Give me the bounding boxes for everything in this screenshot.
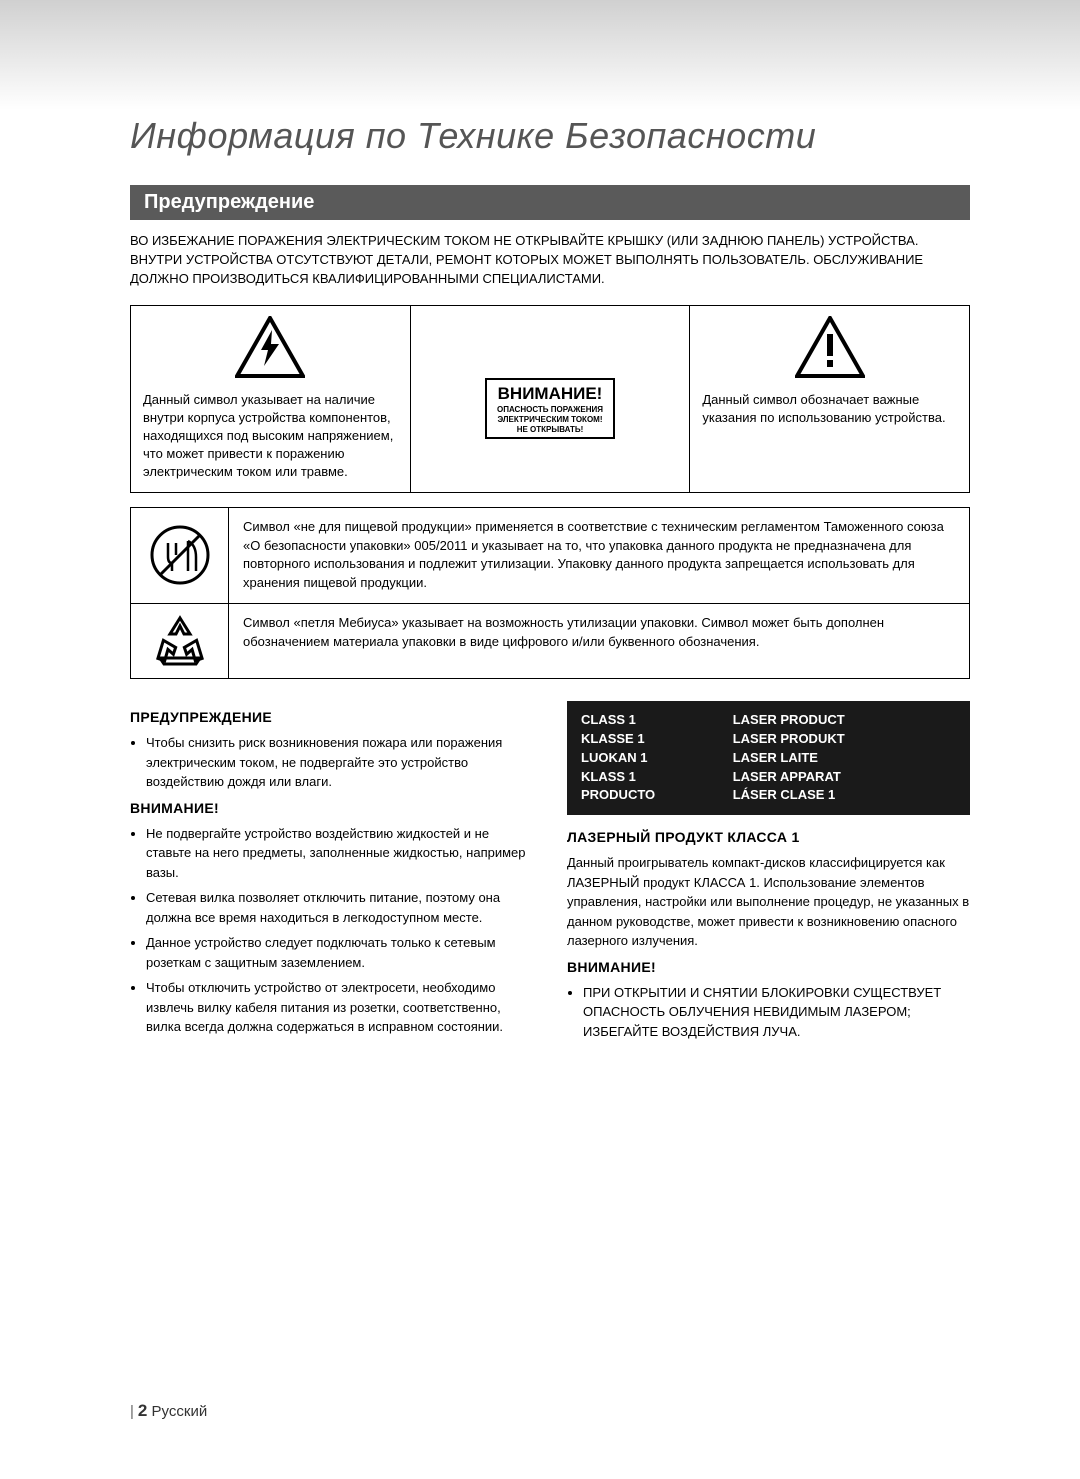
list-item: Чтобы отключить устройство от электросет… [146,978,533,1037]
list-item: Чтобы снизить риск возникновения пожара … [146,733,533,792]
warning-list: Чтобы снизить риск возникновения пожара … [130,733,533,792]
symbol-nofood-text: Символ «не для пищевой продукции» примен… [229,508,969,603]
attention-list-right: ПРИ ОТКРЫТИИ И СНЯТИИ БЛОКИРОВКИ СУЩЕСТВ… [567,983,970,1042]
recycle-icon [131,604,229,678]
right-column: CLASS 1LASER PRODUCT KLASSE 1LASER PRODU… [567,701,970,1047]
lightning-triangle-icon [143,316,398,383]
list-item: Не подвергайте устройство воздействию жи… [146,824,533,883]
symbol-row-nofood: Символ «не для пищевой продукции» примен… [130,507,970,604]
warning-info-text: Данный символ обозначает важные указания… [702,391,957,427]
page-title: Информация по Технике Безопасности [130,115,970,157]
list-item: Сетевая вилка позволяет отключить питани… [146,888,533,927]
warning-table: Данный символ указывает на наличие внутр… [130,305,970,493]
left-column: ПРЕДУПРЕЖДЕНИЕ Чтобы снизить риск возник… [130,701,533,1047]
attention-box: ВНИМАНИЕ! ОПАСНОСТЬ ПОРАЖЕНИЯ ЭЛЕКТРИЧЕС… [485,378,615,440]
subhead-attention-right: ВНИМАНИЕ! [567,959,970,975]
warning-cell-info: Данный символ обозначает важные указания… [689,306,969,492]
symbol-recycle-text: Символ «петля Мебиуса» указывает на возм… [229,604,969,678]
subhead-laser: ЛАЗЕРНЫЙ ПРОДУКТ КЛАССА 1 [567,829,970,845]
no-food-icon [131,508,229,603]
footer-lang: Русский [152,1403,208,1420]
subhead-attention-left: ВНИМАНИЕ! [130,800,533,816]
subhead-warning: ПРЕДУПРЕЖДЕНИЕ [130,709,533,725]
list-item: ПРИ ОТКРЫТИИ И СНЯТИИ БЛОКИРОВКИ СУЩЕСТВ… [583,983,970,1042]
attention-subtext: ОПАСНОСТЬ ПОРАЖЕНИЯ ЭЛЕКТРИЧЕСКИМ ТОКОМ!… [497,405,603,435]
warning-cell-shock: Данный символ указывает на наличие внутр… [131,306,410,492]
laser-class-box: CLASS 1LASER PRODUCT KLASSE 1LASER PRODU… [567,701,970,815]
page-footer: |2 Русский [130,1401,207,1421]
page-number: 2 [138,1401,147,1420]
symbol-row-recycle: Символ «петля Мебиуса» указывает на возм… [130,604,970,679]
warning-shock-text: Данный символ указывает на наличие внутр… [143,391,398,482]
intro-text: ВО ИЗБЕЖАНИЕ ПОРАЖЕНИЯ ЭЛЕКТРИЧЕСКИМ ТОК… [130,232,970,289]
section-heading: Предупреждение [130,185,970,220]
laser-body-text: Данный проигрыватель компакт-дисков клас… [567,853,970,951]
exclamation-triangle-icon [702,316,957,383]
attention-list-left: Не подвергайте устройство воздействию жи… [130,824,533,1037]
warning-cell-center: ВНИМАНИЕ! ОПАСНОСТЬ ПОРАЖЕНИЯ ЭЛЕКТРИЧЕС… [410,306,690,492]
symbol-table: Символ «не для пищевой продукции» примен… [130,507,970,679]
list-item: Данное устройство следует подключать тол… [146,933,533,972]
